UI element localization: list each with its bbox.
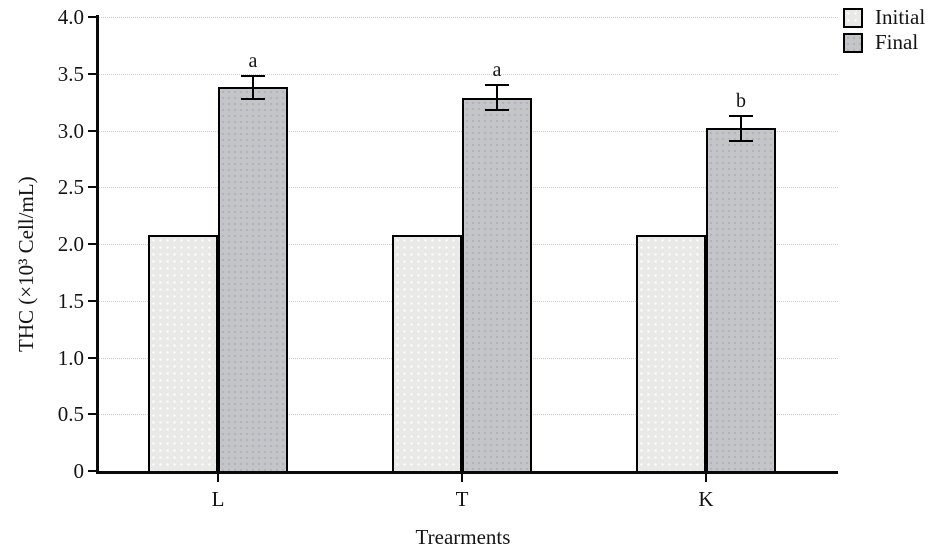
y-tick xyxy=(88,413,98,415)
y-tick xyxy=(88,243,98,245)
legend-label-initial: Initial xyxy=(875,5,926,29)
bar-final-K xyxy=(706,128,776,473)
gridline-y-4.0 xyxy=(98,17,838,19)
x-axis-title: Trearments xyxy=(415,525,511,549)
bar-initial-K xyxy=(636,235,706,473)
error-bar-L xyxy=(241,75,265,100)
legend: Initial Final xyxy=(841,6,930,56)
x-tick-label-T: T xyxy=(455,487,469,511)
significance-letter-T: a xyxy=(492,59,502,81)
x-tick-label-K: K xyxy=(698,487,714,511)
y-axis-line xyxy=(96,15,99,473)
y-tick xyxy=(88,16,98,18)
x-tick xyxy=(705,474,707,482)
y-tick-label: 3.5 xyxy=(57,62,84,86)
y-tick xyxy=(88,73,98,75)
bar-initial-L xyxy=(148,235,218,473)
error-bar-stem xyxy=(740,115,742,142)
bar-final-T xyxy=(462,98,532,473)
error-bar-K xyxy=(729,115,753,142)
y-axis-title: THC (×10³ Cell/mL) xyxy=(14,176,38,352)
x-tick-label-L: L xyxy=(211,487,225,511)
significance-letter-L: a xyxy=(248,50,258,72)
y-tick-label: 4.0 xyxy=(57,5,84,29)
bar-initial-T xyxy=(392,235,462,473)
y-tick-label: 1.5 xyxy=(57,289,84,313)
y-tick-label: 2.0 xyxy=(57,232,84,256)
bar-final-L xyxy=(218,87,288,473)
y-tick-label: 0.5 xyxy=(57,402,84,426)
error-bar-T xyxy=(485,84,509,111)
y-tick-label: 1.0 xyxy=(57,346,84,370)
legend-item-final: Final xyxy=(841,31,930,56)
y-tick xyxy=(88,357,98,359)
y-tick xyxy=(88,300,98,302)
x-tick xyxy=(461,474,463,482)
legend-item-initial: Initial xyxy=(841,6,930,31)
y-tick-label: 0 xyxy=(73,459,85,483)
y-tick-label: 2.5 xyxy=(57,175,84,199)
y-tick xyxy=(88,130,98,132)
error-bar-stem xyxy=(496,84,498,111)
x-tick xyxy=(217,474,219,482)
y-tick xyxy=(88,470,98,472)
legend-label-final: Final xyxy=(875,30,919,54)
error-bar-stem xyxy=(252,75,254,100)
legend-swatch-initial xyxy=(843,8,863,28)
legend-swatch-final xyxy=(843,33,863,53)
y-tick-label: 3.0 xyxy=(57,119,84,143)
gridline-y-3.5 xyxy=(98,74,838,76)
significance-letter-K: b xyxy=(736,90,746,112)
x-axis-line xyxy=(96,471,838,474)
y-tick xyxy=(88,186,98,188)
